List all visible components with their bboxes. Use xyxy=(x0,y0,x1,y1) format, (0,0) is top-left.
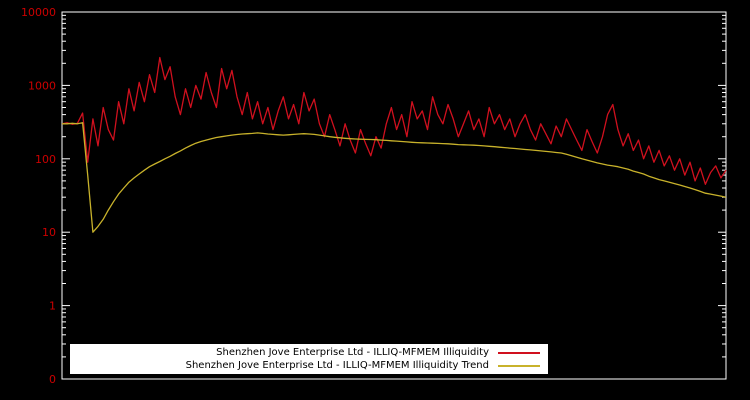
legend-line-sample xyxy=(498,351,540,354)
y-axis-tick-label: 1 xyxy=(49,300,56,313)
legend-entry: Shenzhen Jove Enterprise Ltd - ILLIQ-MFM… xyxy=(74,346,540,359)
y-axis-tick-label: 100 xyxy=(35,153,56,166)
y-axis-tick-label: 10000 xyxy=(21,6,56,19)
y-axis-tick-label: 1000 xyxy=(28,79,56,92)
y-axis-tick-label: 10 xyxy=(42,226,56,239)
legend-line-sample xyxy=(498,364,540,367)
illiquidity-series-line xyxy=(61,56,727,185)
trend-series-line xyxy=(62,122,727,233)
chart-frame xyxy=(61,11,727,380)
y-axis-tick-label: 0 xyxy=(49,373,56,386)
legend-label: Shenzhen Jove Enterprise Ltd - ILLIQ-MFM… xyxy=(185,360,489,371)
legend-entry: Shenzhen Jove Enterprise Ltd - ILLIQ-MFM… xyxy=(74,359,540,372)
chart-legend: Shenzhen Jove Enterprise Ltd - ILLIQ-MFM… xyxy=(70,344,548,374)
legend-label: Shenzhen Jove Enterprise Ltd - ILLIQ-MFM… xyxy=(216,347,489,358)
